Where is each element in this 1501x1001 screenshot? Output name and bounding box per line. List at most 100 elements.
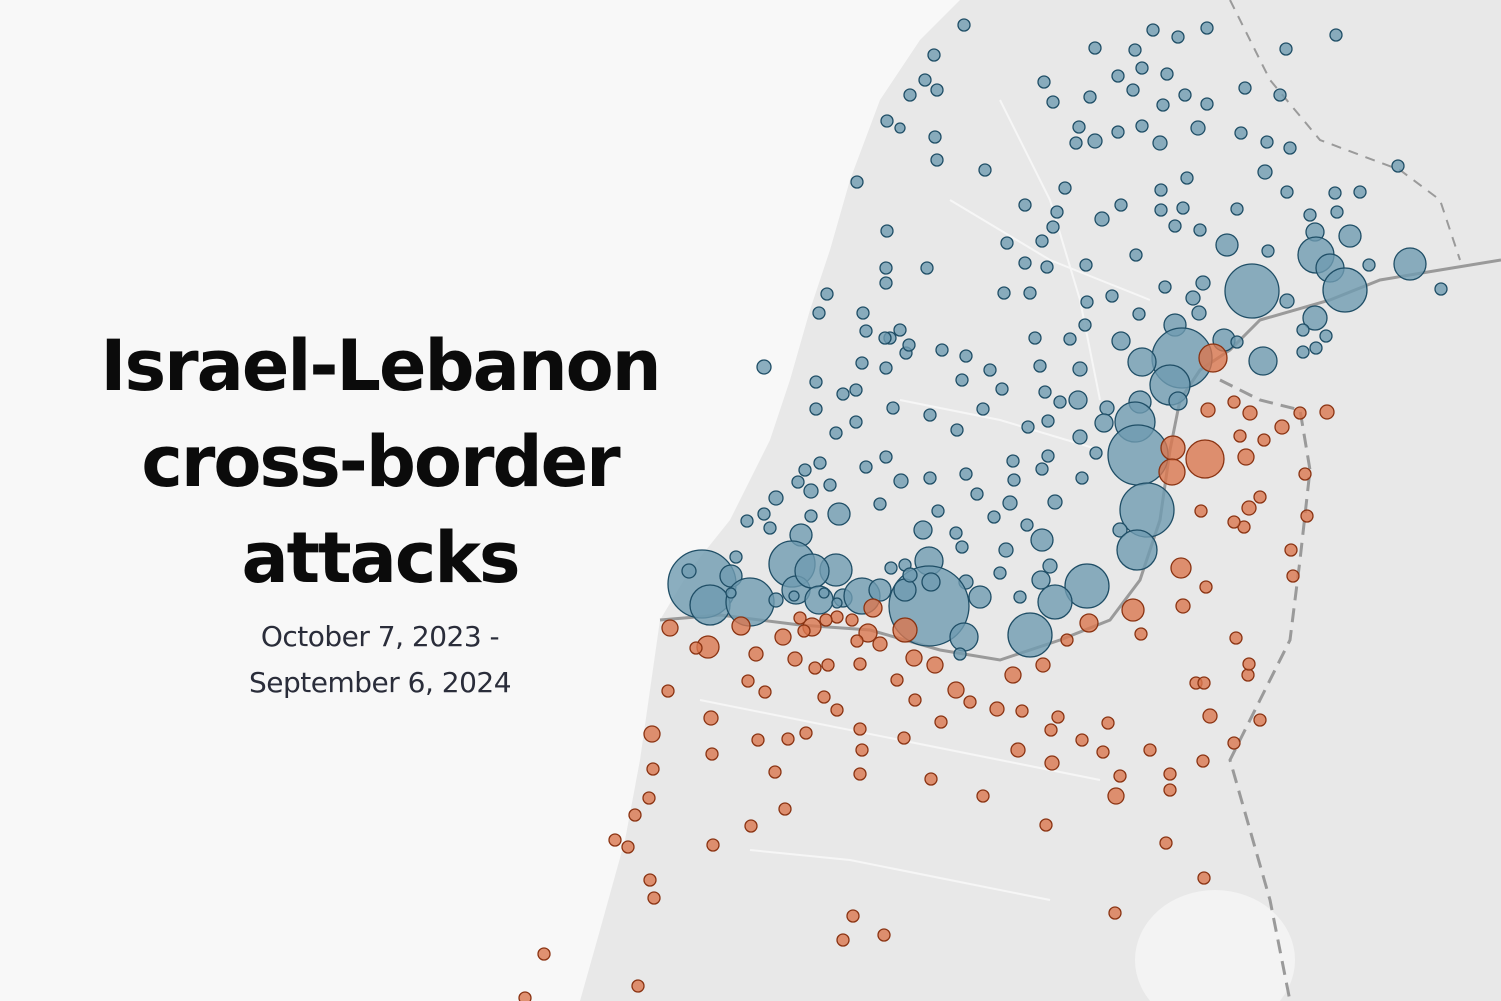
attack-point-lebanon[interactable] [1111, 69, 1125, 83]
attack-point-lebanon[interactable] [879, 450, 893, 464]
attack-point-lebanon[interactable] [1041, 414, 1055, 428]
attack-point-lebanon[interactable] [1041, 449, 1055, 463]
attack-point-israel[interactable] [1143, 743, 1157, 757]
attack-point-lebanon[interactable] [1230, 202, 1244, 216]
attack-point-lebanon[interactable] [930, 153, 944, 167]
attack-point-lebanon[interactable] [1072, 429, 1088, 445]
attack-point-israel[interactable] [1202, 708, 1218, 724]
attack-point-lebanon[interactable] [987, 510, 1001, 524]
attack-point-lebanon[interactable] [809, 375, 823, 389]
attack-point-israel[interactable] [1170, 557, 1192, 579]
attack-point-lebanon[interactable] [729, 550, 743, 564]
attack-point-lebanon[interactable] [1030, 528, 1054, 552]
attack-point-lebanon[interactable] [813, 456, 827, 470]
attack-point-lebanon[interactable] [1035, 462, 1049, 476]
attack-point-lebanon[interactable] [983, 363, 997, 377]
attack-point-lebanon[interactable] [1160, 67, 1174, 81]
attack-point-lebanon[interactable] [836, 387, 850, 401]
attack-point-lebanon[interactable] [1279, 42, 1293, 56]
attack-point-lebanon[interactable] [681, 563, 697, 579]
attack-point-lebanon[interactable] [928, 130, 942, 144]
attack-point-lebanon[interactable] [1273, 88, 1287, 102]
attack-point-israel[interactable] [797, 624, 811, 638]
attack-point-lebanon[interactable] [879, 261, 893, 275]
attack-point-israel[interactable] [1198, 343, 1228, 373]
attack-point-lebanon[interactable] [1126, 83, 1140, 97]
attack-point-lebanon[interactable] [794, 553, 830, 589]
attack-point-lebanon[interactable] [1094, 413, 1114, 433]
attack-point-israel[interactable] [853, 657, 867, 671]
attack-point-lebanon[interactable] [902, 338, 916, 352]
attack-point-lebanon[interactable] [1280, 185, 1294, 199]
attack-point-israel[interactable] [705, 747, 719, 761]
attack-point-israel[interactable] [1241, 668, 1255, 682]
attack-point-lebanon[interactable] [849, 415, 863, 429]
attack-point-lebanon[interactable] [1328, 186, 1342, 200]
attack-point-lebanon[interactable] [1178, 88, 1192, 102]
attack-point-lebanon[interactable] [1152, 135, 1168, 151]
attack-point-israel[interactable] [774, 628, 792, 646]
attack-point-israel[interactable] [819, 613, 833, 627]
attack-point-israel[interactable] [1319, 404, 1335, 420]
attack-point-israel[interactable] [1242, 657, 1256, 671]
attack-point-lebanon[interactable] [1031, 570, 1051, 590]
attack-point-israel[interactable] [1197, 676, 1211, 690]
attack-point-lebanon[interactable] [879, 276, 893, 290]
attack-point-lebanon[interactable] [1035, 234, 1049, 248]
attack-point-lebanon[interactable] [1156, 98, 1170, 112]
attack-point-israel[interactable] [1233, 429, 1247, 443]
attack-point-lebanon[interactable] [1119, 482, 1175, 538]
attack-point-lebanon[interactable] [953, 647, 967, 661]
attack-point-lebanon[interactable] [913, 520, 933, 540]
attack-point-israel[interactable] [628, 808, 642, 822]
attack-point-lebanon[interactable] [827, 502, 851, 526]
attack-point-lebanon[interactable] [970, 487, 984, 501]
attack-point-israel[interactable] [1199, 580, 1213, 594]
attack-point-lebanon[interactable] [949, 526, 963, 540]
attack-point-israel[interactable] [751, 733, 765, 747]
attack-point-israel[interactable] [1108, 906, 1122, 920]
attack-point-lebanon[interactable] [880, 224, 894, 238]
attack-point-lebanon[interactable] [829, 426, 843, 440]
attack-point-lebanon[interactable] [1393, 247, 1427, 281]
attack-point-israel[interactable] [621, 840, 635, 854]
attack-point-israel[interactable] [908, 693, 922, 707]
attack-point-israel[interactable] [787, 651, 803, 667]
attack-point-israel[interactable] [1060, 633, 1074, 647]
attack-point-lebanon[interactable] [859, 324, 873, 338]
attack-point-lebanon[interactable] [1171, 30, 1185, 44]
attack-point-israel[interactable] [741, 674, 755, 688]
attack-point-lebanon[interactable] [884, 561, 898, 575]
attack-point-lebanon[interactable] [757, 507, 771, 521]
attack-point-israel[interactable] [1101, 716, 1115, 730]
attack-point-lebanon[interactable] [1040, 260, 1054, 274]
attack-point-israel[interactable] [853, 767, 867, 781]
attack-point-israel[interactable] [853, 722, 867, 736]
attack-point-lebanon[interactable] [859, 460, 873, 474]
attack-point-lebanon[interactable] [1083, 90, 1097, 104]
attack-point-lebanon[interactable] [1215, 233, 1239, 257]
attack-point-israel[interactable] [830, 703, 844, 717]
attack-point-israel[interactable] [1227, 515, 1241, 529]
attack-point-lebanon[interactable] [1200, 97, 1214, 111]
attack-point-lebanon[interactable] [1111, 331, 1131, 351]
attack-point-lebanon[interactable] [1116, 529, 1158, 571]
attack-point-lebanon[interactable] [1007, 612, 1053, 658]
attack-point-israel[interactable] [1160, 435, 1186, 461]
attack-point-lebanon[interactable] [1000, 236, 1014, 250]
attack-point-israel[interactable] [1107, 787, 1125, 805]
attack-point-lebanon[interactable] [1047, 494, 1063, 510]
attack-point-lebanon[interactable] [1094, 211, 1110, 227]
attack-point-israel[interactable] [1257, 433, 1271, 447]
attack-point-lebanon[interactable] [1075, 471, 1089, 485]
attack-point-israel[interactable] [631, 979, 645, 993]
attack-point-lebanon[interactable] [1391, 159, 1405, 173]
attack-point-israel[interactable] [1075, 733, 1089, 747]
attack-point-lebanon[interactable] [955, 373, 969, 387]
attack-point-lebanon[interactable] [1330, 205, 1344, 219]
attack-point-israel[interactable] [799, 726, 813, 740]
attack-point-lebanon[interactable] [818, 587, 830, 599]
attack-point-lebanon[interactable] [1279, 293, 1295, 309]
attack-point-lebanon[interactable] [1185, 290, 1201, 306]
